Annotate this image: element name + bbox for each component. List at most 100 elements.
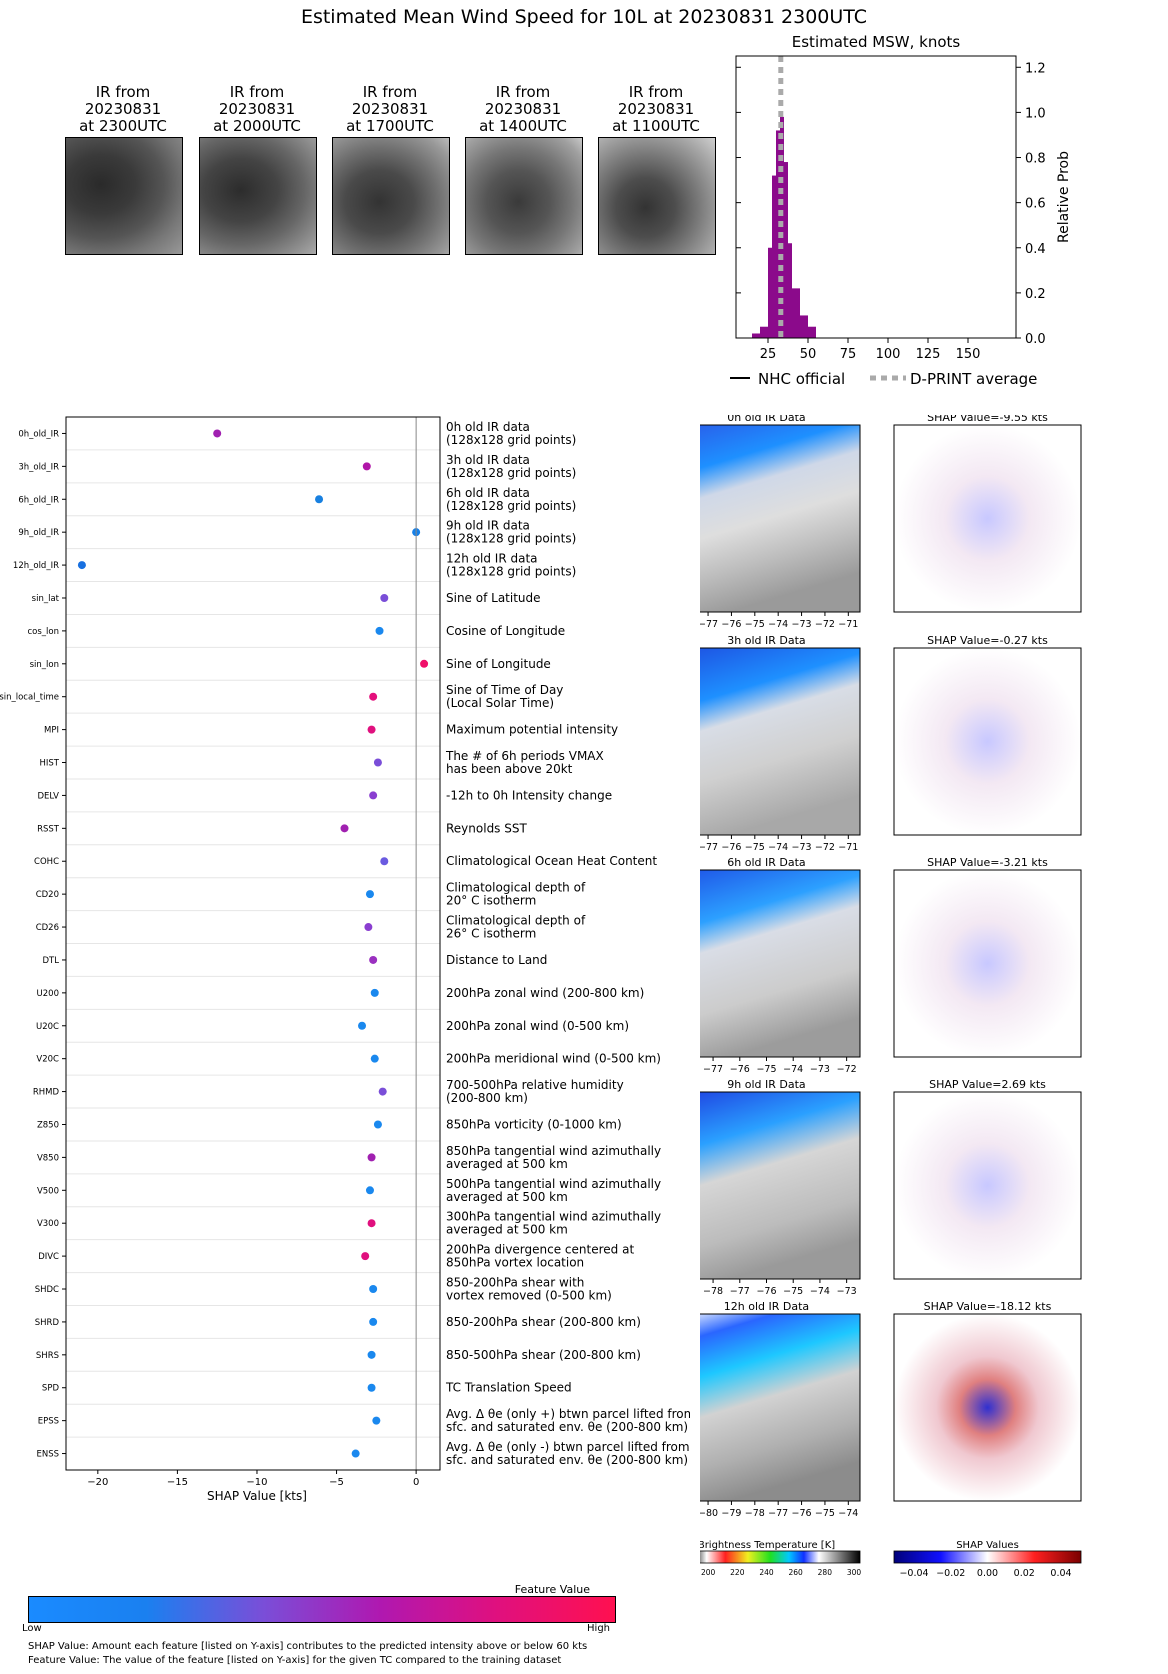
shap-point xyxy=(375,626,384,635)
ir-panel-image xyxy=(700,869,861,1058)
shap-feature-code: DIVC xyxy=(38,1252,59,1262)
ir-x-tick-label: −77 xyxy=(768,1508,788,1519)
shap-point xyxy=(369,692,378,701)
shap-x-tick-label: −5 xyxy=(329,1477,344,1488)
shap-point xyxy=(367,1219,376,1228)
shap-point xyxy=(380,593,389,602)
shap-feature-code: V20C xyxy=(36,1055,59,1065)
shap-feature-code: HIST xyxy=(40,759,60,769)
bt-colorbar-tick-label: 300 xyxy=(847,1568,862,1577)
shap-feature-code: COHC xyxy=(34,857,59,867)
shap-feature-code: V300 xyxy=(37,1219,59,1229)
shap-feature-description: 500hPa tangential wind azimuthally xyxy=(446,1177,661,1191)
histogram-x-tick-label: 150 xyxy=(956,347,981,362)
shap-feature-description: (128x128 grid points) xyxy=(446,466,576,480)
histogram-bar xyxy=(780,116,784,338)
shap-point xyxy=(367,1383,376,1392)
shap-colorbar-tick-label: −0.02 xyxy=(936,1568,965,1579)
ir-thumbnail-label-line: 20230831 xyxy=(484,100,562,118)
ir-thumbnail-label-line: IR from xyxy=(628,83,684,101)
ir-x-tick-label: −75 xyxy=(815,1508,835,1519)
ir-thumbnail-label-line: at 2300UTC xyxy=(79,117,167,135)
shap-feature-description: Cosine of Longitude xyxy=(446,624,565,638)
shap-feature-description: Climatological Ocean Heat Content xyxy=(446,854,657,868)
ir-x-tick-label: −77 xyxy=(730,1286,750,1297)
ir-x-tick-label: −72 xyxy=(837,1064,857,1075)
feature-colorbar-label: Feature Value xyxy=(514,1583,590,1596)
ir-x-tick-label: −76 xyxy=(730,1064,750,1075)
shap-feature-description: 3h old IR data xyxy=(446,453,530,467)
ir-x-tick-label: −75 xyxy=(756,1064,776,1075)
histogram-y-tick-label: 0.4 xyxy=(1025,242,1046,257)
ir-x-tick-label: −73 xyxy=(792,619,812,630)
ir-x-tick-label: −73 xyxy=(792,842,812,853)
shap-feature-description: (128x128 grid points) xyxy=(446,565,576,579)
shap-colorbar-label: SHAP Values xyxy=(956,1540,1019,1551)
shap-feature-description: vortex removed (0-500 km) xyxy=(446,1289,612,1303)
ir-x-tick-label: −74 xyxy=(768,619,788,630)
ir-thumbnail-label: IR from 20230831 at 1100UTC xyxy=(586,84,726,135)
shap-colorbar-tick-label: 0.00 xyxy=(977,1568,998,1579)
shap-feature-description: TC Translation Speed xyxy=(445,1381,572,1395)
shap-point xyxy=(340,824,349,833)
shap-feature-code: DTL xyxy=(43,956,60,966)
histogram-bar xyxy=(776,130,780,338)
ir-x-tick-label: −76 xyxy=(756,1286,776,1297)
shap-feature-description: 200hPa zonal wind (200-800 km) xyxy=(446,986,644,1000)
histogram-x-tick-label: 50 xyxy=(800,347,817,362)
shap-panel-image xyxy=(893,1091,1082,1280)
ir-x-tick-label: −72 xyxy=(815,619,835,630)
shap-feature-code: sin_lon xyxy=(30,660,59,670)
shap-feature-description: Climatological depth of xyxy=(446,914,586,928)
ir-thumbnail-label-line: at 1700UTC xyxy=(346,117,434,135)
histogram-bar xyxy=(800,315,808,338)
shap-point xyxy=(364,923,373,932)
shap-point xyxy=(358,1021,367,1030)
shap-xlabel: SHAP Value [kts] xyxy=(207,1489,307,1503)
footnote-feature: Feature Value: The value of the feature … xyxy=(28,1655,562,1666)
shap-feature-description: -12h to 0h Intensity change xyxy=(446,788,612,802)
shap-feature-description: Sine of Longitude xyxy=(446,657,551,671)
histogram-y-tick-label: 0.2 xyxy=(1025,287,1046,302)
shap-feature-code: Z850 xyxy=(37,1120,59,1130)
shap-point xyxy=(372,1416,381,1425)
shap-panel-image xyxy=(893,424,1082,613)
ir-x-tick-label: −74 xyxy=(783,1064,803,1075)
shap-feature-description: sfc. and saturated env. θe (200-800 km) xyxy=(446,1453,688,1467)
shap-feature-code: SHDC xyxy=(35,1285,59,1295)
shap-point xyxy=(378,1087,387,1096)
bt-colorbar-tick-label: 240 xyxy=(759,1568,774,1577)
shap-point xyxy=(370,1054,379,1063)
shap-feature-code: cos_lon xyxy=(27,627,59,637)
ir-panel-image xyxy=(700,424,861,613)
shap-feature-code: SPD xyxy=(42,1384,60,1394)
shap-feature-code: SHRS xyxy=(36,1351,59,1361)
shap-panel-title: SHAP Value=-3.21 kts xyxy=(927,856,1048,869)
ir-thumbnail-label-line: 20230831 xyxy=(84,100,162,118)
shap-point xyxy=(365,1186,374,1195)
shap-colorbar-tick-label: 0.04 xyxy=(1050,1568,1071,1579)
shap-colorbar-tick-label: 0.02 xyxy=(1014,1568,1035,1579)
histogram-y-tick-label: 0.0 xyxy=(1025,332,1046,347)
shap-feature-description: (128x128 grid points) xyxy=(446,433,576,447)
shap-point xyxy=(315,495,324,504)
ir-thumbnail-label-line: 20230831 xyxy=(617,100,695,118)
shap-point xyxy=(373,758,382,767)
shap-feature-description: 700-500hPa relative humidity xyxy=(446,1078,624,1092)
shap-feature-code: MPI xyxy=(44,726,59,736)
shap-x-tick-label: −15 xyxy=(167,1477,188,1488)
histogram-bar xyxy=(772,175,776,338)
ir-x-tick-label: −74 xyxy=(838,1508,858,1519)
ir-x-tick-label: −78 xyxy=(745,1508,765,1519)
ir-x-tick-label: −79 xyxy=(721,1508,741,1519)
ir-x-tick-label: −74 xyxy=(810,1286,830,1297)
shap-scatter-chart: Shap values for 2023_10L at 20230831 230… xyxy=(0,416,690,1503)
ir-thumbnail-label-line: IR from xyxy=(495,83,551,101)
shap-feature-description: 300hPa tangential wind azimuthally xyxy=(446,1210,661,1224)
shap-feature-code: ENSS xyxy=(36,1450,59,1460)
shap-panel-image xyxy=(893,647,1082,836)
shap-feature-code: SHRD xyxy=(35,1318,60,1328)
shap-feature-description: (128x128 grid points) xyxy=(446,499,576,513)
shap-feature-code: sin_local_time xyxy=(0,693,59,703)
histogram-x-tick-label: 125 xyxy=(916,347,941,362)
